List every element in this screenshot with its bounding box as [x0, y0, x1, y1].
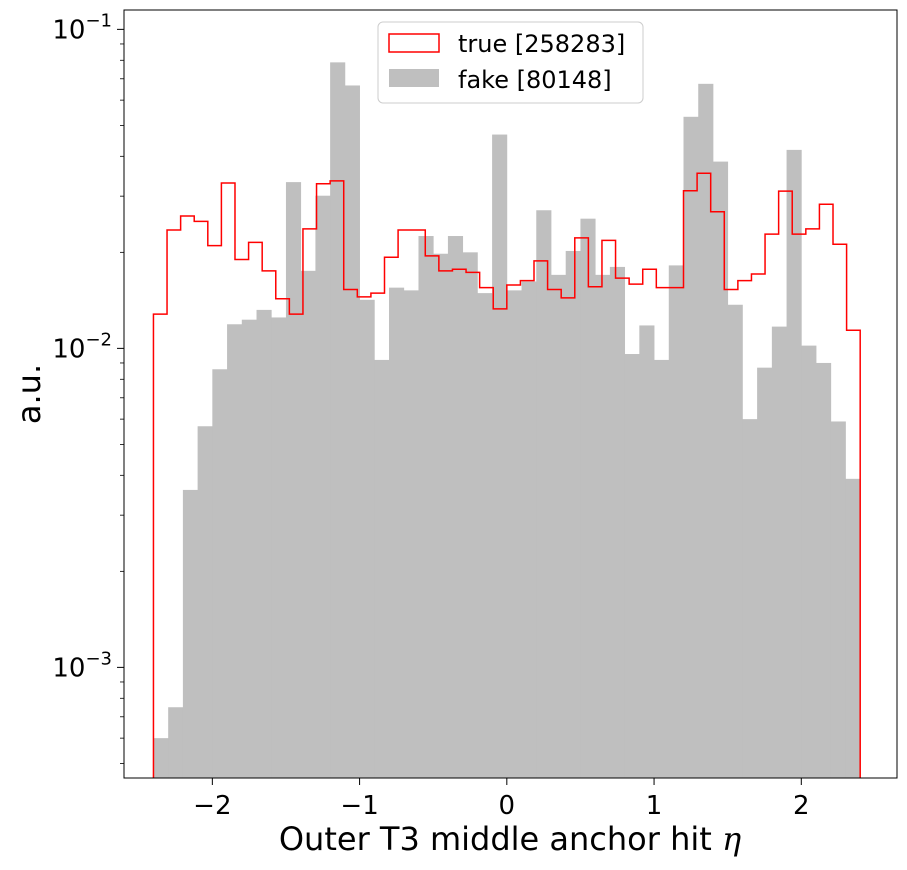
fake-bin-bar	[801, 345, 817, 778]
fake-bin-bar	[550, 274, 567, 778]
fake-bin-bar	[771, 326, 787, 778]
fake-bin-bar	[315, 195, 331, 778]
fake-bin-bar	[565, 250, 581, 778]
fake-bin-bar	[698, 83, 714, 778]
fake-bin-bar	[271, 317, 287, 778]
fake-bin-bar	[330, 62, 346, 779]
fake-bin-bar	[197, 426, 213, 778]
y-tick-label: 10−2	[52, 329, 112, 364]
fake-bin-bar	[462, 252, 478, 779]
fake-bin-bar	[580, 218, 596, 778]
fake-bin-bar	[212, 369, 228, 778]
plot-frame	[123, 9, 898, 779]
fake-bin-bar	[433, 253, 449, 779]
legend-true-label: true [258283]	[458, 30, 625, 58]
x-tick-label: 1	[646, 791, 663, 821]
fake-bin-bar	[609, 266, 626, 778]
y-tick-label: 10−1	[52, 10, 112, 45]
fake-bin-bar	[786, 149, 802, 778]
fake-bin-bar	[300, 270, 316, 778]
fake-bin-bar	[816, 362, 832, 778]
fake-bin-bar	[241, 319, 257, 778]
fake-bin-bar	[830, 421, 846, 778]
fake-bin-bar	[168, 707, 184, 778]
fake-bin-bar	[256, 309, 272, 778]
fake-bin-bar	[683, 116, 699, 779]
fake-bin-bar	[639, 325, 655, 778]
x-tick-label: 2	[793, 791, 810, 821]
fake-bin-bar	[182, 489, 199, 778]
fake-bin-bar	[389, 287, 405, 778]
fake-bin-bar	[506, 290, 522, 778]
fake-bin-bar	[654, 359, 670, 778]
fake-bin-bar	[418, 236, 434, 778]
fake-bin-bar	[757, 367, 773, 778]
legend-true-swatch	[388, 33, 440, 53]
x-axis-label-symbol: η	[722, 820, 741, 858]
y-axis-label: a.u.	[10, 364, 48, 424]
true-histogram-step	[152, 172, 861, 778]
fake-bin-bar	[742, 419, 758, 778]
x-axis-label: Outer T3 middle anchor hit η	[279, 820, 741, 858]
fake-bin-bar	[403, 290, 419, 778]
x-axis-ticks: −2 −1 0 1 2	[193, 778, 810, 821]
x-tick-label: 0	[499, 791, 516, 821]
fake-bin-bar	[227, 324, 243, 778]
x-axis-label-text: Outer T3 middle anchor hit	[279, 820, 712, 858]
fake-bin-bar	[492, 134, 508, 778]
y-tick-label: 10−3	[52, 648, 112, 683]
legend-fake-swatch	[389, 69, 439, 87]
fake-bin-bar	[374, 359, 390, 778]
x-tick-label: −1	[340, 791, 378, 821]
fake-bin-bar	[845, 478, 861, 778]
fake-bin-bar	[359, 299, 375, 778]
x-tick-label: −2	[193, 791, 231, 821]
fake-bin-bar	[536, 210, 552, 778]
fake-bin-bar	[285, 182, 302, 778]
fake-bin-bar	[727, 304, 743, 778]
fake-bin-bar	[344, 85, 360, 779]
fake-bin-bar	[153, 738, 169, 778]
legend-box	[377, 21, 644, 104]
fake-bin-bar	[595, 274, 611, 778]
fake-histogram-bars	[153, 62, 861, 779]
fake-bin-bar	[447, 236, 464, 778]
fake-bin-bar	[477, 293, 493, 778]
fake-bin-bar	[668, 265, 684, 778]
fake-bin-bar	[521, 281, 537, 778]
legend: true [258283] fake [80148]	[377, 21, 644, 104]
fake-bin-bar	[712, 161, 729, 779]
y-axis-ticks: 10−3 10−2 10−1	[52, 10, 124, 764]
legend-fake-label: fake [80148]	[458, 66, 612, 94]
fake-bin-bar	[624, 354, 640, 778]
